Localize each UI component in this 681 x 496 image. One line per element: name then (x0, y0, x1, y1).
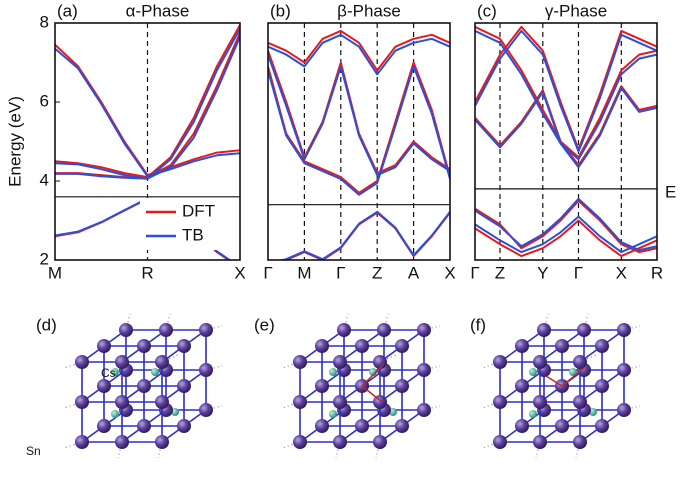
x-tick-label: A (408, 263, 420, 282)
x-tick-label: R (141, 263, 153, 282)
x-tick-label: Γ (336, 263, 345, 282)
panel-label: (a) (57, 1, 78, 20)
band (277, 210, 450, 260)
panel-label: (d) (36, 315, 57, 334)
legend-label: DFT (182, 201, 215, 220)
frame (267, 22, 451, 261)
y-axis-label: Energy (eV) (5, 96, 24, 187)
band (268, 50, 450, 175)
band (475, 85, 657, 167)
atom-label: Sn (26, 444, 41, 458)
x-tick-label: Z (372, 263, 382, 282)
x-tick-label: M (297, 263, 311, 282)
panel-label: (b) (270, 1, 291, 20)
panel-label: (e) (254, 315, 275, 334)
crystal-structure (282, 314, 440, 458)
legend-label: TB (182, 225, 204, 244)
y-tick-label: 6 (40, 91, 49, 110)
fermi-label: E (665, 182, 676, 201)
plot-area (475, 23, 657, 260)
plot-area (268, 23, 450, 260)
band (268, 65, 450, 196)
x-tick-label: X (444, 263, 455, 282)
band (268, 61, 450, 194)
frame (474, 22, 658, 261)
y-tick-label: 8 (40, 12, 49, 31)
y-tick-label: 4 (40, 170, 49, 189)
x-tick-label: M (48, 263, 62, 282)
x-tick-label: Γ (470, 263, 479, 282)
x-tick-label: Γ (574, 263, 583, 282)
band (475, 215, 657, 254)
panel-title: γ-Phase (545, 1, 607, 20)
band (475, 87, 657, 169)
y-tick-label: 2 (40, 249, 49, 268)
panel-title: β-Phase (337, 1, 401, 20)
x-tick-label: Γ (263, 263, 272, 282)
band (475, 25, 657, 159)
x-tick-label: X (616, 263, 627, 282)
frame (54, 22, 241, 261)
band (268, 54, 450, 177)
panel-label: (c) (477, 1, 497, 20)
panel-title: α-Phase (126, 1, 190, 20)
band (268, 29, 450, 72)
atom-label: Cs (101, 366, 116, 380)
band (475, 219, 657, 258)
panel-label: (f) (470, 315, 486, 334)
legend-box (140, 198, 232, 250)
band (55, 47, 240, 178)
x-tick-label: R (651, 263, 663, 282)
x-tick-label: X (234, 263, 245, 282)
band (475, 29, 657, 153)
band (268, 33, 450, 76)
band (475, 29, 657, 161)
band (475, 25, 657, 151)
band (55, 36, 240, 180)
band (475, 197, 657, 252)
crystal-structure (64, 314, 222, 458)
x-tick-label: Y (537, 263, 548, 282)
x-tick-label: Z (495, 263, 505, 282)
